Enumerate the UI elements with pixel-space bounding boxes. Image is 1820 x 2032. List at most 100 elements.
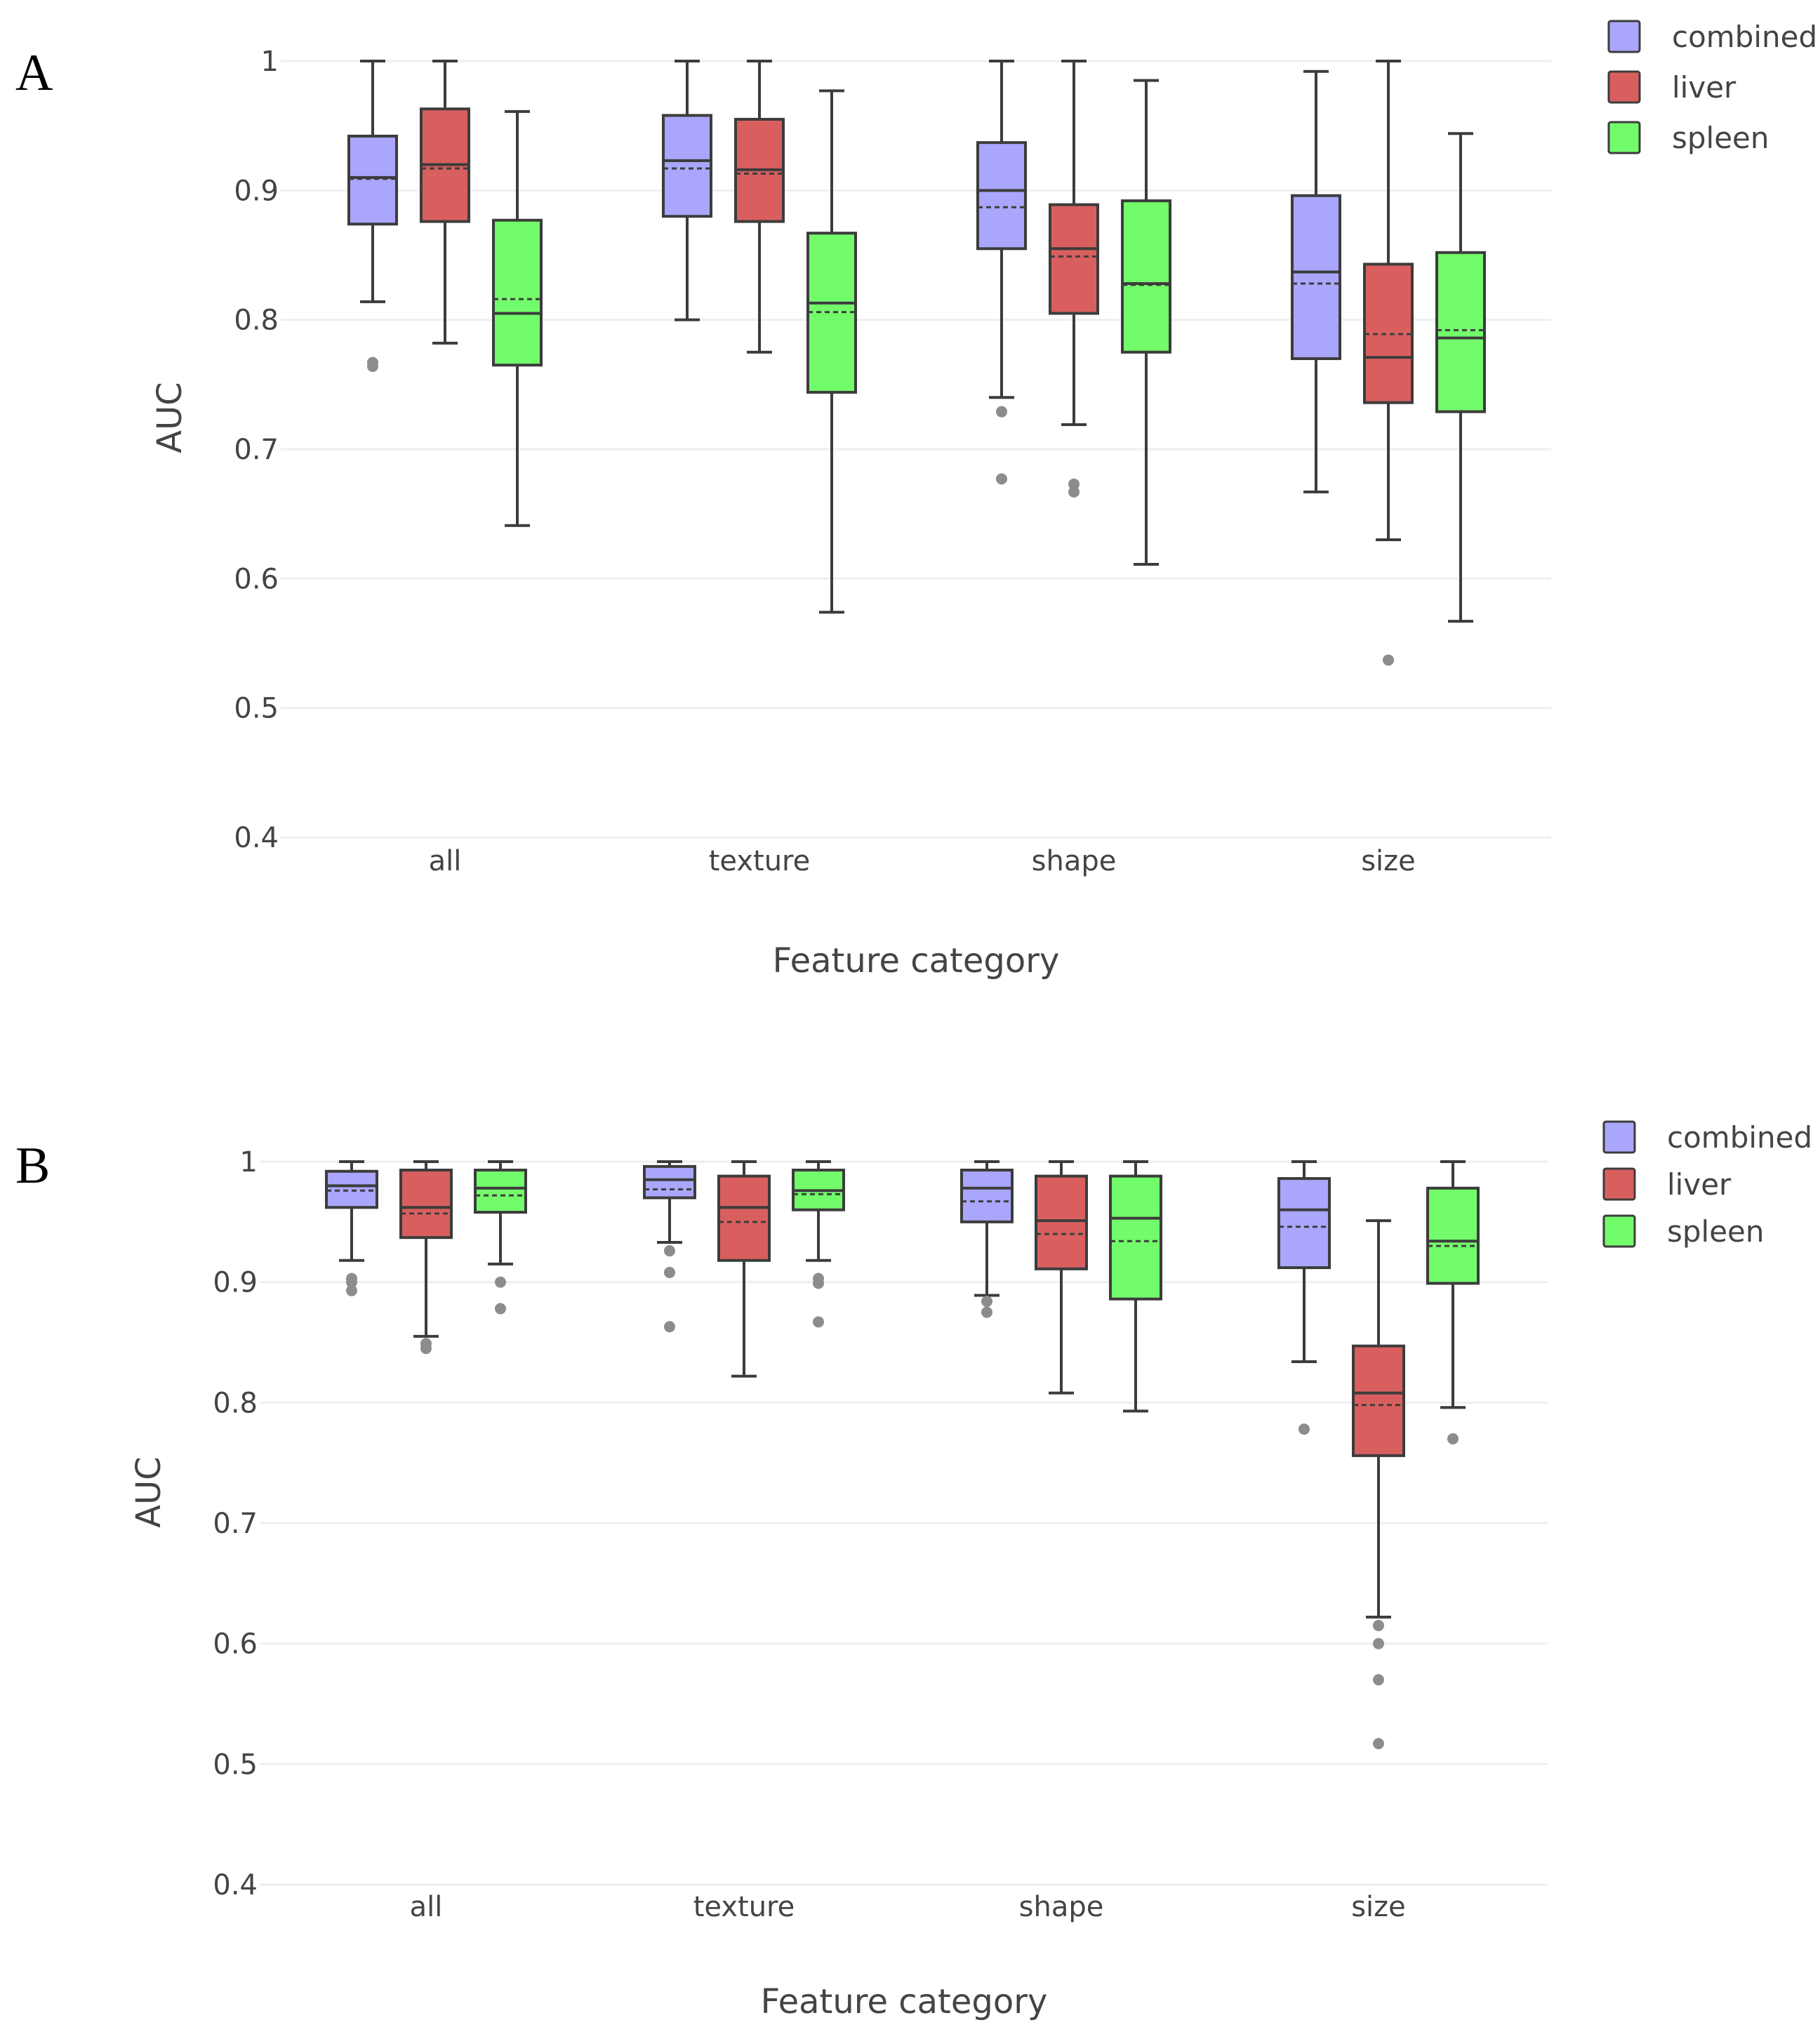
box-body	[1291, 194, 1341, 360]
legend-label: liver	[1667, 1167, 1732, 1202]
y-axis-title: AUC	[150, 382, 190, 453]
chart-panel-a: A 0.4 0.5 0.6 0.7 0.8 0.9 1 all texture shape size F…	[15, 20, 1817, 981]
box-body	[643, 1164, 696, 1200]
box-body	[1121, 199, 1171, 354]
y-tick-label: 0.8	[234, 305, 279, 337]
y-tick-label: 0.4	[234, 822, 279, 854]
box-combined-size	[1291, 69, 1341, 493]
outlier-point	[1068, 478, 1080, 490]
box-spleen-shape	[1121, 79, 1171, 566]
x-tick-label: shape	[1032, 845, 1117, 877]
x-tick-label: all	[410, 1891, 443, 1923]
box-body	[806, 232, 857, 394]
outlier-point	[420, 1343, 432, 1355]
box-liver-texture	[734, 60, 785, 354]
box-liver-size	[1352, 1219, 1405, 1750]
y-tick-label: 0.4	[213, 1869, 258, 1901]
legend-swatch-spleen	[1607, 121, 1641, 154]
box-body	[474, 1169, 527, 1214]
legend-swatch-liver	[1602, 1167, 1636, 1201]
box-body	[1352, 1344, 1405, 1457]
legend-label: combined	[1667, 1120, 1812, 1155]
x-tick-label: size	[1361, 845, 1416, 877]
outlier-point	[1373, 1638, 1384, 1649]
box-spleen-size	[1435, 132, 1486, 623]
legend: combined liver spleen	[1607, 20, 1817, 155]
x-tick-label: all	[429, 845, 462, 877]
box-liver-all	[399, 1160, 453, 1355]
outlier-point	[1373, 1738, 1384, 1750]
legend-item-combined: combined	[1602, 1120, 1812, 1155]
box-body	[960, 1169, 1014, 1223]
y-tick-label: 0.5	[234, 693, 279, 725]
legend-item-spleen: spleen	[1607, 121, 1769, 155]
box-spleen-shape	[1109, 1160, 1162, 1413]
x-tick-label: texture	[693, 1891, 795, 1923]
panel-label: A	[15, 44, 53, 102]
legend-swatch-spleen	[1602, 1214, 1636, 1248]
outlier-point	[1447, 1433, 1459, 1445]
outlier-point	[981, 1296, 992, 1308]
box-body	[976, 141, 1027, 251]
legend-item-liver: liver	[1607, 70, 1736, 105]
outlier-point	[981, 1306, 992, 1318]
legend-label: combined	[1672, 20, 1817, 54]
legend-item-liver: liver	[1602, 1167, 1732, 1202]
outlier-point	[495, 1303, 506, 1315]
panel-label: B	[15, 1137, 50, 1195]
box-body	[1363, 263, 1414, 404]
y-tick-label: 0.7	[213, 1508, 258, 1540]
outlier-point	[664, 1266, 675, 1278]
box-body	[1035, 1174, 1088, 1270]
y-tick-label: 0.5	[213, 1748, 258, 1781]
box-spleen-texture	[792, 1160, 845, 1328]
y-axis-title: AUC	[129, 1456, 168, 1527]
box-liver-texture	[717, 1160, 771, 1378]
outlier-point	[346, 1276, 357, 1288]
y-tick-label: 0.9	[213, 1267, 258, 1299]
box-liver-shape	[1049, 60, 1099, 498]
chart-panel-b: B 0.4 0.5 0.6 0.7 0.8 0.9 1 all texture shape size F…	[15, 1120, 1812, 2021]
box-body	[1426, 1186, 1480, 1285]
box-liver-shape	[1035, 1160, 1088, 1395]
box-body	[662, 114, 712, 218]
box-body	[399, 1169, 453, 1240]
outlier-point	[1298, 1423, 1310, 1435]
outlier-point	[495, 1276, 506, 1288]
y-tick-label: 0.9	[234, 175, 279, 207]
x-axis-title: Feature category	[773, 941, 1060, 981]
legend-label: liver	[1672, 70, 1736, 105]
box-combined-size	[1277, 1160, 1331, 1435]
box-liver-size	[1363, 60, 1414, 666]
y-tick-label: 0.6	[213, 1628, 258, 1661]
outlier-point	[1383, 654, 1394, 666]
outlier-point	[1373, 1619, 1384, 1631]
y-tick-label: 0.6	[234, 563, 279, 595]
legend-label: spleen	[1672, 121, 1769, 155]
outlier-point	[664, 1245, 675, 1257]
box-liver-all	[420, 60, 470, 345]
legend: combined liver spleen	[1602, 1120, 1812, 1249]
legend-item-combined: combined	[1607, 20, 1817, 54]
outlier-point	[664, 1321, 675, 1333]
x-axis-title: Feature category	[761, 1982, 1048, 2021]
outlier-point	[996, 473, 1007, 485]
box-body	[1109, 1174, 1162, 1301]
box-body	[1049, 203, 1099, 315]
box-combined-shape	[960, 1160, 1014, 1318]
y-tick-label: 1	[261, 46, 279, 78]
box-combined-all	[347, 60, 398, 373]
y-tick-label: 0.7	[234, 434, 279, 466]
outlier-point	[996, 406, 1007, 418]
y-tick-label: 0.8	[213, 1387, 258, 1419]
legend-swatch-liver	[1607, 70, 1641, 104]
outlier-point	[346, 1284, 357, 1296]
y-tick-label: 1	[240, 1146, 258, 1178]
box-combined-all	[325, 1160, 378, 1296]
box-spleen-all	[474, 1160, 527, 1315]
outlier-point	[367, 361, 378, 373]
box-body	[1435, 251, 1486, 413]
outlier-point	[813, 1277, 824, 1289]
box-body	[492, 218, 543, 367]
